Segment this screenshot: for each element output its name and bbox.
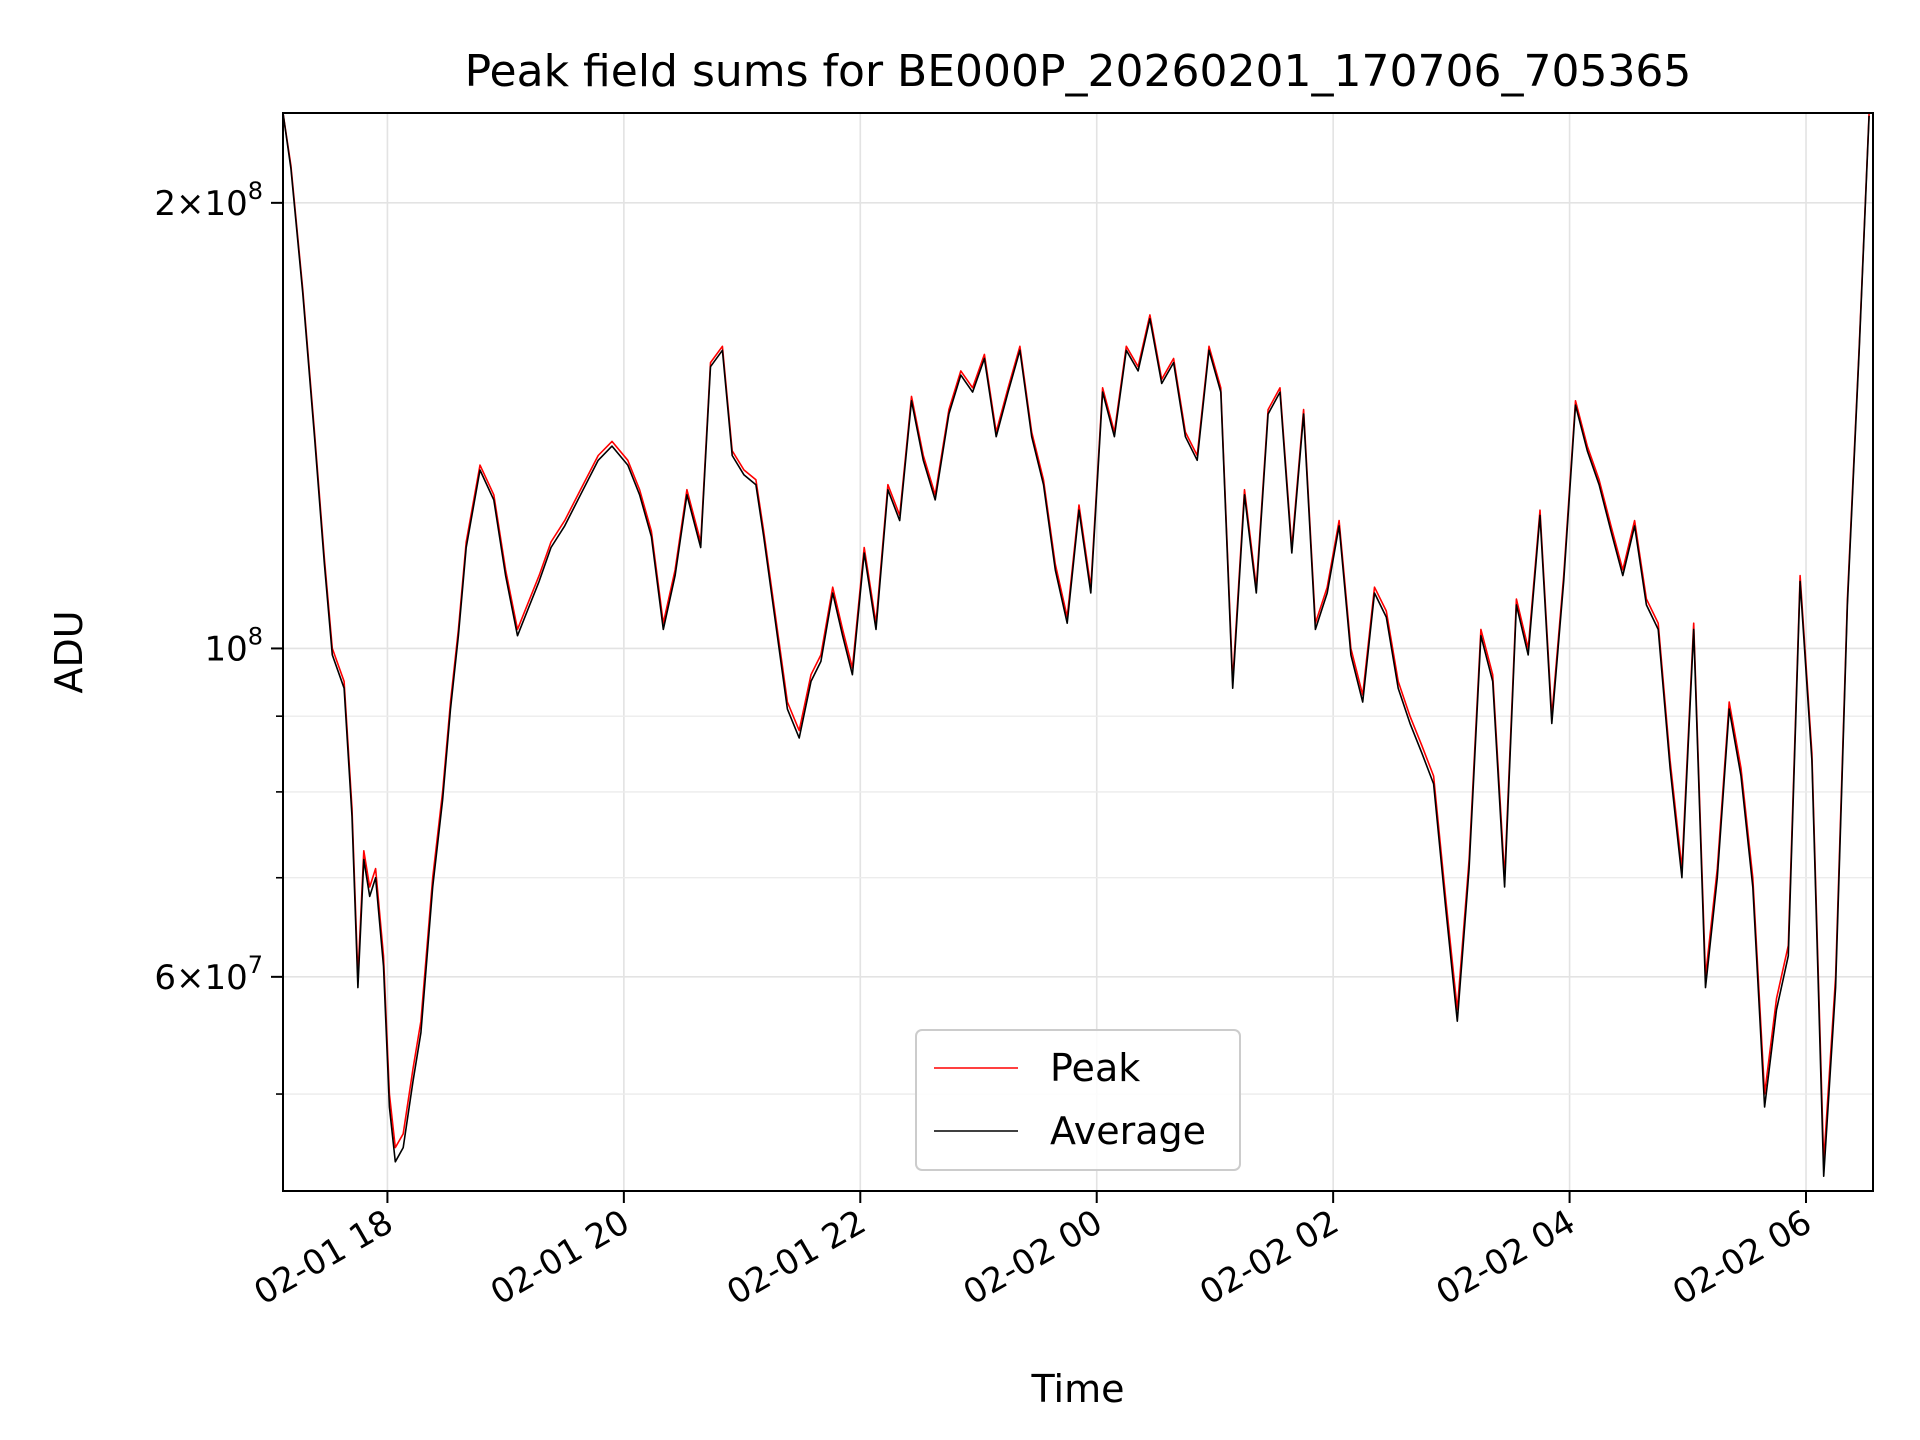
legend-box — [915, 1029, 1241, 1171]
series-line-average — [283, 113, 1870, 1177]
grid-lines — [283, 113, 1873, 1191]
y-axis-label: ADU — [47, 610, 91, 693]
y-tick-label-2: 6×107 — [154, 951, 263, 998]
y-tick-label-0: 2×108 — [154, 177, 263, 224]
legend: Peak Average — [915, 1029, 1241, 1171]
x-axis-label: Time — [1031, 1367, 1125, 1411]
legend-label-average: Average — [1050, 1109, 1206, 1153]
chart-title: Peak field sums for BE000P_20260201_1707… — [465, 46, 1692, 97]
series-layer — [283, 113, 1870, 1177]
series-line-peak — [283, 113, 1870, 1163]
legend-label-peak: Peak — [1050, 1046, 1140, 1090]
plot-frame — [282, 112, 1874, 1192]
